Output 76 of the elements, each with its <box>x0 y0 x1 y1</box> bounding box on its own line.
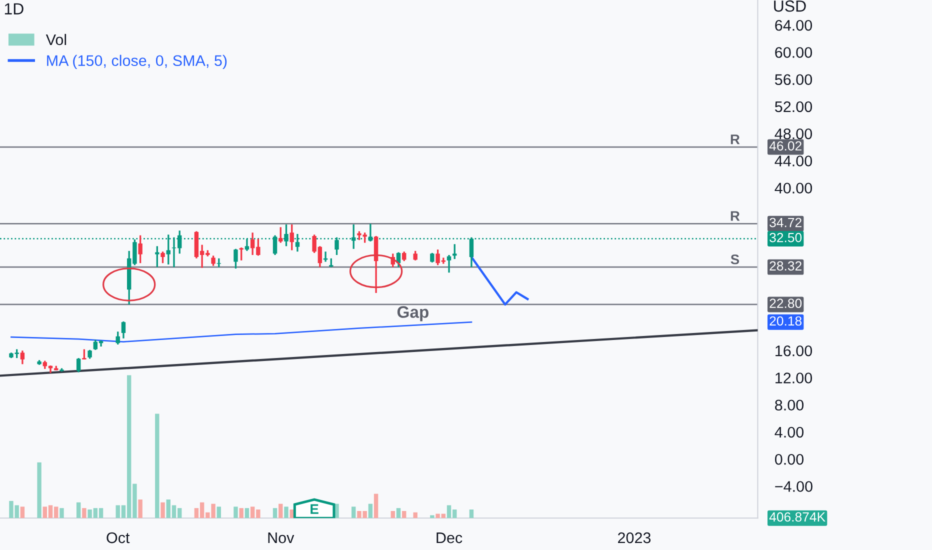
bar <box>396 508 401 518</box>
x-tick-label: Dec <box>436 532 462 544</box>
y-tick-label: 60.00 <box>775 47 812 58</box>
candlestick <box>121 320 126 340</box>
bar <box>278 504 283 518</box>
bar <box>216 506 221 518</box>
text: 20.18 <box>770 316 802 326</box>
candlestick <box>76 357 81 374</box>
candlestick <box>82 348 86 360</box>
chart-title: 1D <box>4 3 24 14</box>
legend-label: Vol <box>46 34 66 46</box>
candlestick <box>234 248 238 270</box>
bar <box>155 414 160 518</box>
bar <box>239 508 244 518</box>
bar <box>402 510 406 518</box>
bar <box>20 506 25 518</box>
candlestick <box>160 250 165 264</box>
ref-line-label: R <box>730 134 740 144</box>
y-tick-label: −4.00 <box>775 481 812 492</box>
bar <box>82 508 86 518</box>
candlestick <box>211 254 216 267</box>
y-tick-label: 52.00 <box>774 101 812 112</box>
text: 406.874K <box>769 512 826 522</box>
bar <box>244 508 250 518</box>
y-tick-label: 8.00 <box>775 400 804 411</box>
candlestick <box>452 243 457 260</box>
ref-line-label: R <box>730 211 740 221</box>
y-tick-label: 40.00 <box>774 182 812 194</box>
annotation: Gap <box>397 306 428 322</box>
y-tick-label: 4.00 <box>774 426 804 438</box>
text: MA (150, close, 0, SMA, 5) <box>47 54 227 70</box>
x-tick-label: Oct <box>106 532 130 544</box>
bar <box>390 510 395 518</box>
candlestick <box>116 330 120 346</box>
bar <box>272 508 278 518</box>
ref-line-label: S <box>730 254 740 264</box>
bar <box>60 508 64 518</box>
text: 22.80 <box>770 298 802 308</box>
y-tick-label: 56.00 <box>774 74 812 86</box>
y-tick-label: 0.00 <box>774 454 804 465</box>
text: 28.32 <box>770 261 802 271</box>
bar <box>160 502 165 518</box>
y-tick-label: 44.00 <box>774 156 812 166</box>
y-axis-title: USD <box>774 0 806 12</box>
candlestick <box>430 252 434 264</box>
line-series <box>10 321 472 342</box>
bar <box>138 500 142 518</box>
candlestick <box>446 254 452 274</box>
bar <box>351 506 356 518</box>
text: 46.02 <box>769 141 802 151</box>
y-tick-label: 16.00 <box>776 345 812 356</box>
y-tick-label: 64.00 <box>775 20 812 31</box>
y-tick-label: 48.00 <box>774 128 812 140</box>
candlestick <box>413 250 418 262</box>
bar <box>368 504 373 518</box>
bar <box>413 512 418 518</box>
bar <box>284 506 288 518</box>
bar <box>469 510 474 518</box>
candlestick <box>290 224 294 252</box>
candlestick <box>155 245 160 268</box>
annotation: E <box>310 504 318 514</box>
candlestick <box>402 250 406 262</box>
bar <box>234 506 238 518</box>
candlestick <box>20 350 25 365</box>
candlestick <box>239 246 244 262</box>
candlestick <box>278 226 283 244</box>
text: 32.50 <box>770 232 802 242</box>
bar <box>76 502 81 518</box>
candlestick <box>138 234 142 264</box>
text: 34.72 <box>770 218 802 228</box>
y-tick-label: 12.00 <box>776 372 812 384</box>
bar <box>374 494 378 518</box>
bar <box>37 462 42 518</box>
x-tick-label: 2023 <box>618 532 651 544</box>
x-tick-label: Nov <box>268 532 294 544</box>
bar <box>430 515 434 518</box>
